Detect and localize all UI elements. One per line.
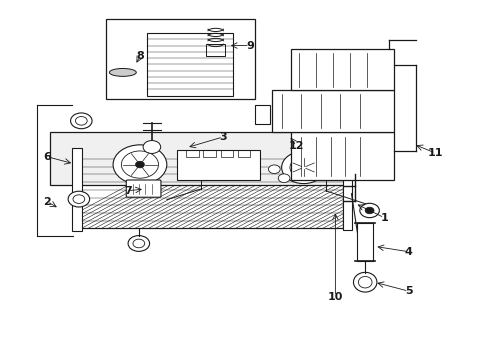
Bar xyxy=(292,49,394,90)
Bar xyxy=(203,150,216,157)
Text: 7: 7 xyxy=(124,186,132,196)
FancyBboxPatch shape xyxy=(126,180,161,197)
Text: 12: 12 xyxy=(289,141,304,151)
Text: 5: 5 xyxy=(405,286,413,296)
Circle shape xyxy=(365,207,374,214)
Bar xyxy=(292,132,394,180)
Ellipse shape xyxy=(353,273,377,292)
Bar xyxy=(186,150,198,157)
Text: 10: 10 xyxy=(328,292,343,302)
Circle shape xyxy=(128,235,149,251)
Text: 4: 4 xyxy=(405,247,413,257)
Bar xyxy=(81,151,343,228)
Circle shape xyxy=(68,191,90,207)
Bar xyxy=(220,150,233,157)
Bar xyxy=(147,33,233,96)
Circle shape xyxy=(269,165,280,174)
Circle shape xyxy=(71,113,92,129)
Circle shape xyxy=(113,145,167,184)
Circle shape xyxy=(360,203,379,218)
Bar xyxy=(206,44,225,56)
Circle shape xyxy=(143,140,161,153)
Circle shape xyxy=(282,151,326,184)
Text: 6: 6 xyxy=(43,152,51,162)
Bar xyxy=(176,149,260,180)
Text: 9: 9 xyxy=(246,41,254,50)
Bar xyxy=(272,90,394,132)
Ellipse shape xyxy=(109,68,136,76)
Polygon shape xyxy=(49,132,350,185)
Text: 2: 2 xyxy=(43,197,51,207)
Text: 8: 8 xyxy=(136,51,144,61)
Text: 3: 3 xyxy=(219,132,227,142)
Bar xyxy=(255,105,270,125)
Bar xyxy=(106,19,255,99)
Bar xyxy=(357,223,373,261)
Bar xyxy=(343,149,351,230)
Circle shape xyxy=(136,161,145,168)
Bar xyxy=(238,150,250,157)
Text: 11: 11 xyxy=(428,148,443,158)
Text: 1: 1 xyxy=(380,213,388,222)
Circle shape xyxy=(278,174,290,183)
Bar xyxy=(72,148,82,231)
